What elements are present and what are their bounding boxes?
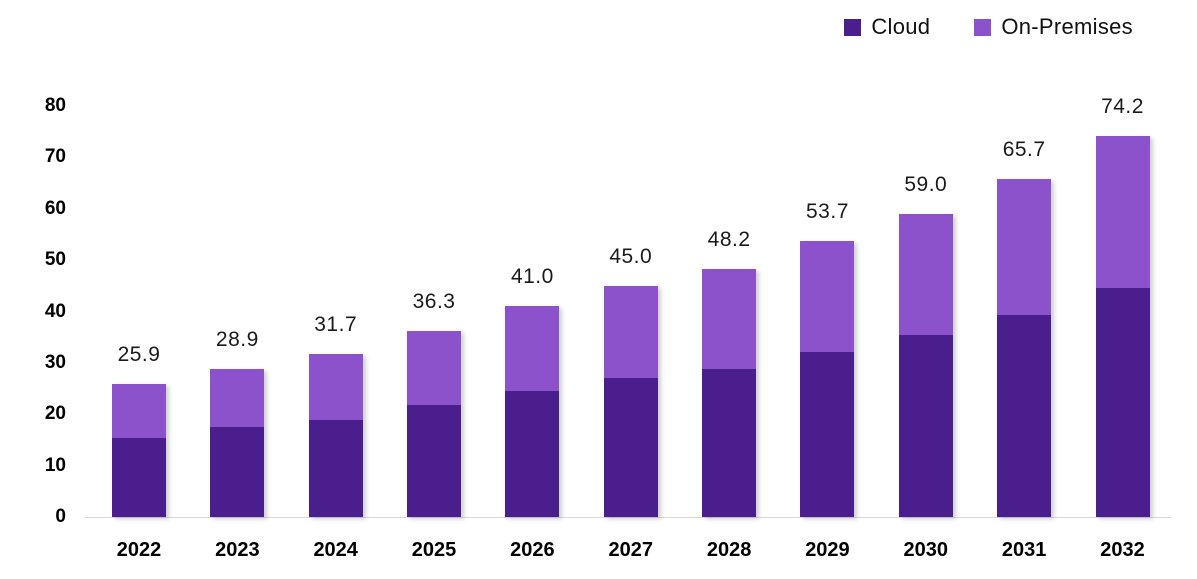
- bar-total-label: 59.0: [904, 172, 948, 196]
- legend-swatch-cloud: [844, 18, 862, 36]
- x-axis-tick-label: 2031: [1001, 539, 1047, 561]
- x-axis-tick-label: 2027: [608, 539, 654, 561]
- x-axis-tick-label: 2030: [903, 539, 949, 561]
- bar-segment-onpremises: [603, 285, 658, 379]
- bar-stack-2032: [1095, 135, 1150, 517]
- bar-segment-cloud: [1095, 287, 1150, 517]
- bar-stack-2030: [898, 213, 953, 517]
- x-axis-tick-label: 2024: [313, 539, 358, 561]
- bar-stack-2024: [308, 354, 363, 517]
- bar-total-label: 36.3: [412, 289, 456, 313]
- y-axis-tick-label: 70: [44, 146, 66, 168]
- y-axis-tick-label: 30: [44, 351, 66, 373]
- bar-total-label: 25.9: [117, 342, 161, 366]
- bar-segment-onpremises: [898, 213, 953, 336]
- y-axis-tick-label: 10: [44, 454, 66, 476]
- bar-total-label: 48.2: [707, 228, 751, 252]
- bar-segment-cloud: [210, 427, 265, 517]
- bar-segment-cloud: [997, 315, 1052, 517]
- legend-item-onpremises: On-Premises: [974, 14, 1133, 40]
- chart-legend: Cloud On-Premises: [844, 14, 1133, 40]
- x-axis-line: [85, 517, 1171, 518]
- bar-total-label: 74.2: [1101, 94, 1144, 118]
- bar-stack-2022: [112, 383, 166, 517]
- bar-segment-onpremises: [997, 179, 1052, 316]
- bar-segment-cloud: [800, 352, 855, 517]
- bar-stack-2025: [407, 330, 462, 517]
- bar-segment-onpremises: [800, 241, 855, 353]
- bar-total-label: 41.0: [510, 265, 554, 289]
- bar-segment-cloud: [407, 404, 462, 517]
- x-axis-tick-label: 2025: [411, 539, 457, 561]
- bar-segment-onpremises: [112, 383, 166, 438]
- bar-stack-2028: [702, 269, 757, 517]
- bar-segment-cloud: [308, 419, 363, 517]
- bar-segment-cloud: [505, 391, 560, 517]
- x-axis-tick-label: 2026: [510, 539, 555, 561]
- bar-stack-2029: [800, 241, 855, 517]
- bar-segment-cloud: [702, 369, 757, 517]
- x-axis-tick-label: 2029: [805, 539, 850, 561]
- bar-segment-cloud: [112, 437, 166, 517]
- y-axis-tick-label: 0: [55, 506, 66, 527]
- y-axis-tick-label: 40: [44, 300, 66, 322]
- bar-total-label: 31.7: [314, 313, 358, 337]
- bar-total-label: 65.7: [1002, 138, 1046, 162]
- bar-segment-onpremises: [1095, 135, 1150, 288]
- bar-stack-2027: [603, 285, 658, 517]
- y-axis-tick-label: 80: [44, 95, 66, 116]
- legend-swatch-onpremises: [974, 18, 992, 36]
- bar-total-label: 53.7: [806, 200, 849, 224]
- bar-segment-onpremises: [407, 330, 462, 405]
- bar-segment-onpremises: [308, 354, 363, 420]
- bar-segment-onpremises: [702, 269, 757, 370]
- x-axis-tick-label: 2022: [116, 539, 162, 561]
- x-axis-tick-label: 2032: [1100, 539, 1145, 561]
- bar-segment-onpremises: [210, 368, 265, 428]
- legend-item-cloud: Cloud: [844, 14, 930, 40]
- bar-total-label: 45.0: [609, 244, 653, 268]
- bar-stack-2023: [210, 368, 265, 517]
- legend-label-onpremises: On-Premises: [1001, 14, 1133, 39]
- y-axis-tick-label: 20: [44, 403, 66, 425]
- y-axis-tick-label: 50: [44, 249, 66, 271]
- x-axis-tick-label: 2023: [215, 539, 260, 561]
- legend-label-cloud: Cloud: [871, 14, 931, 39]
- bar-segment-cloud: [603, 378, 658, 517]
- y-axis-tick-label: 60: [44, 197, 66, 219]
- bar-segment-cloud: [898, 335, 953, 517]
- bar-segment-onpremises: [505, 306, 560, 392]
- bar-stack-2031: [997, 179, 1052, 517]
- x-axis-tick-label: 2028: [706, 539, 752, 561]
- bar-total-label: 28.9: [215, 327, 259, 351]
- bar-stack-2026: [505, 306, 560, 517]
